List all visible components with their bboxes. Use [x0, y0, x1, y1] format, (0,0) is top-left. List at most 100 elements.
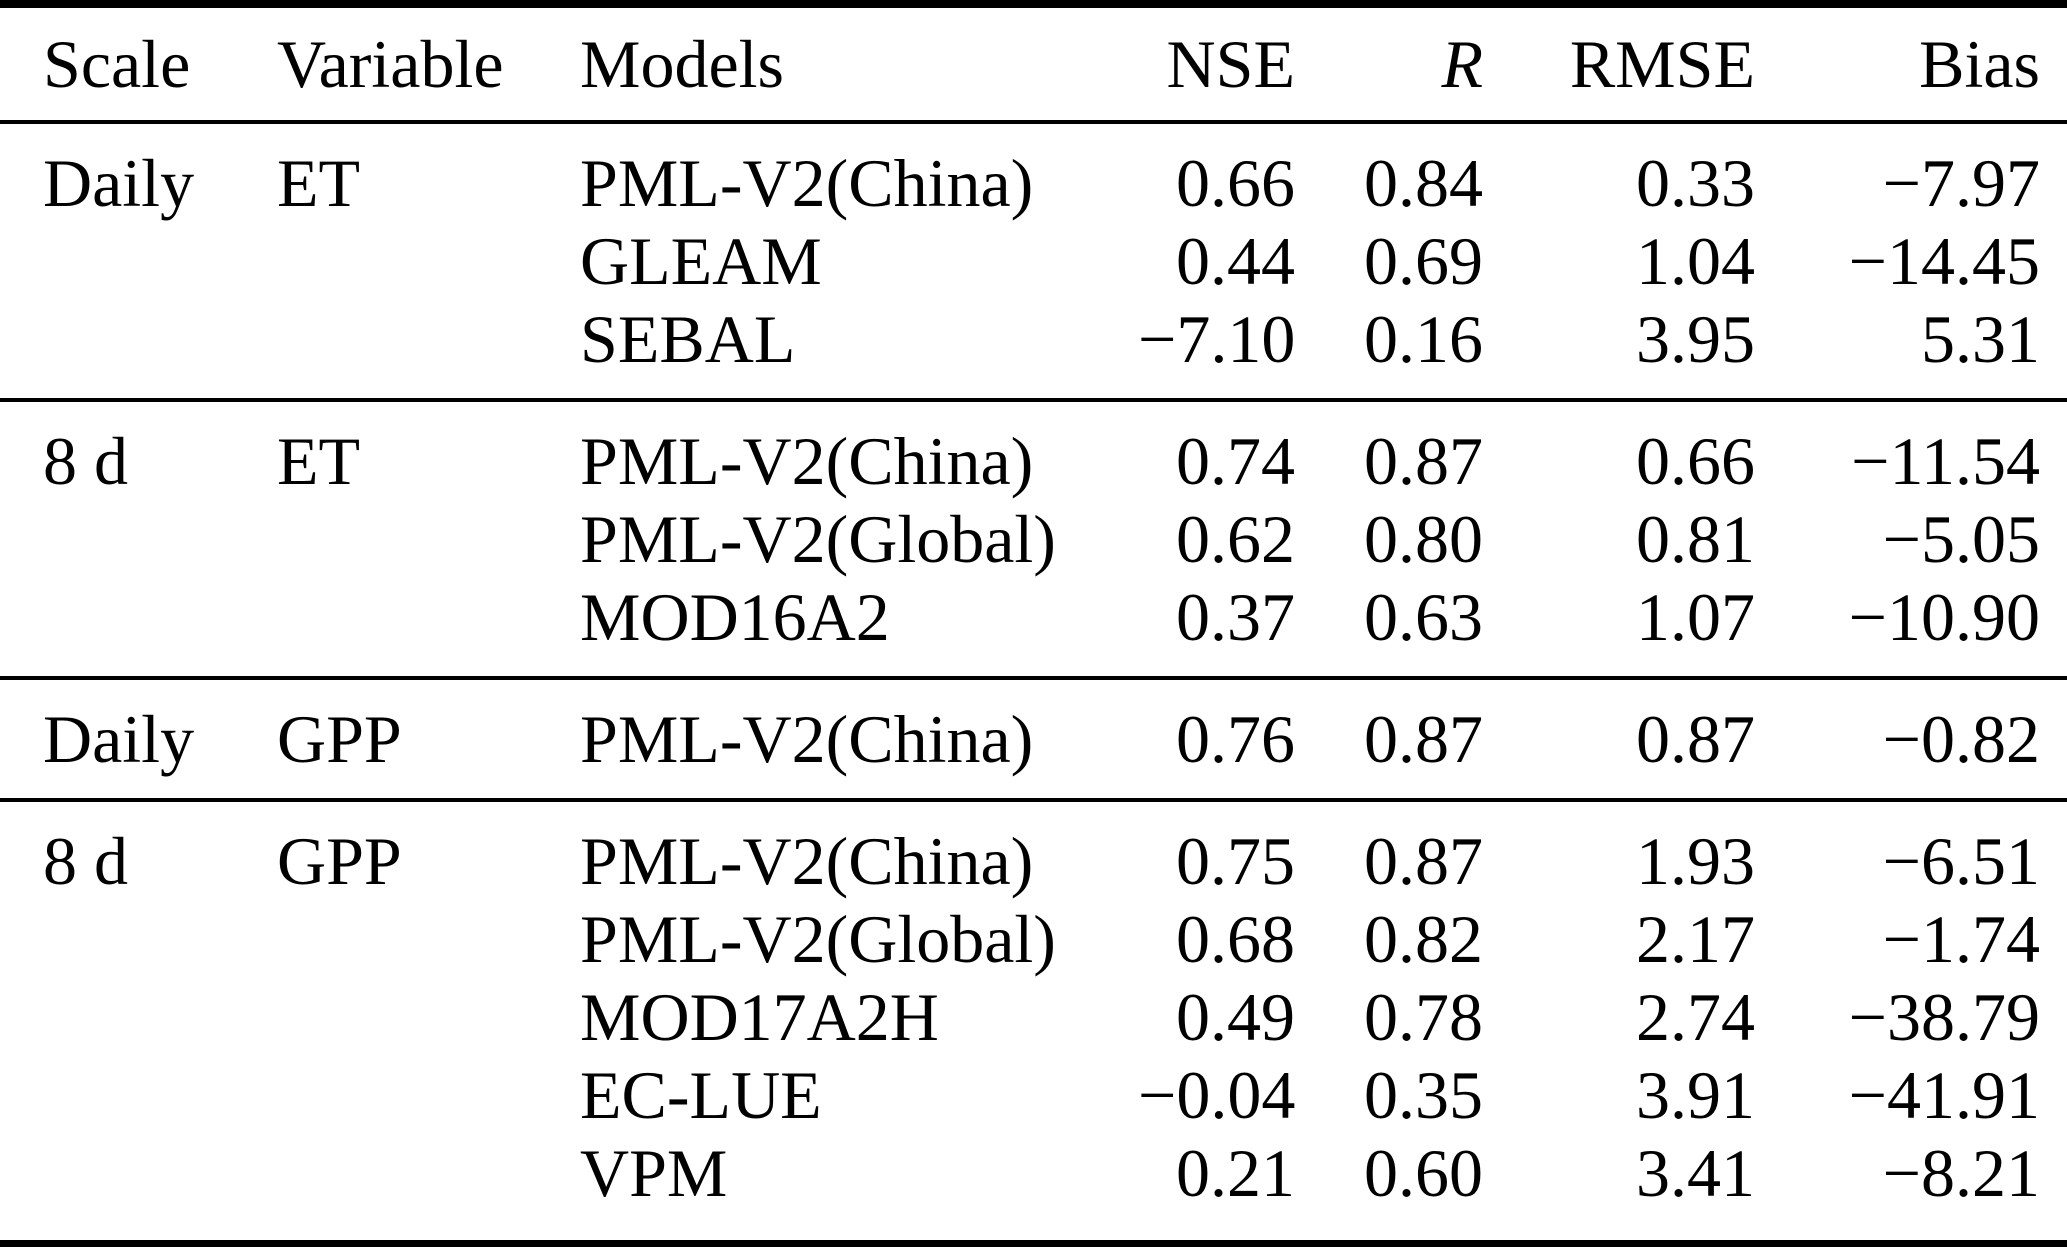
cell-r: 0.87 [1364, 701, 1483, 777]
cell-bias: −11.54 [1851, 423, 2040, 499]
cell-nse: 0.44 [1176, 223, 1295, 299]
cell-bias: −38.79 [1848, 979, 2040, 1055]
table-row: SEBAL −7.10 0.16 3.95 5.31 [0, 300, 2067, 378]
table-bottom-rule [0, 1240, 2067, 1247]
table-top-rule [0, 0, 2067, 8]
cell-nse: −0.04 [1138, 1057, 1296, 1133]
table-group-daily-gpp: Daily GPP PML-V2(China) 0.76 0.87 0.87 −… [0, 680, 2067, 798]
cell-rmse: 0.87 [1636, 701, 1755, 777]
cell-r: 0.78 [1364, 979, 1483, 1055]
cell-r: 0.63 [1364, 579, 1483, 655]
cell-variable-spacer [277, 500, 580, 578]
cell-model: PML-V2(Global) [580, 901, 1056, 977]
cell-bias: −6.51 [1882, 823, 2040, 899]
cell-nse: 0.68 [1176, 901, 1295, 977]
cell-rmse: 1.04 [1636, 223, 1755, 299]
cell-scale-spacer [43, 978, 277, 1056]
cell-rmse: 2.17 [1636, 901, 1755, 977]
col-header-bias: Bias [1919, 26, 2040, 102]
cell-variable-spacer [277, 222, 580, 300]
cell-rmse: 3.41 [1636, 1135, 1755, 1211]
table-header-row: Scale Variable Models NSE R RMSE Bias [0, 8, 2067, 120]
table-row: VPM 0.21 0.60 3.41 −8.21 [0, 1134, 2067, 1212]
cell-variable-spacer [277, 978, 580, 1056]
table-row: 8 d ET PML-V2(China) 0.74 0.87 0.66 −11.… [0, 422, 2067, 500]
cell-r: 0.82 [1364, 901, 1483, 977]
col-header-models: Models [580, 26, 784, 102]
cell-bias: −5.05 [1882, 501, 2040, 577]
table-row: GLEAM 0.44 0.69 1.04 −14.45 [0, 222, 2067, 300]
cell-variable-spacer [277, 900, 580, 978]
cell-bias: −1.74 [1882, 901, 2040, 977]
cell-scale: Daily [43, 145, 195, 221]
cell-model: SEBAL [580, 301, 796, 377]
table-row: EC-LUE −0.04 0.35 3.91 −41.91 [0, 1056, 2067, 1134]
group-separator-rule [0, 676, 2067, 680]
col-header-scale: Scale [43, 26, 191, 102]
cell-variable: GPP [277, 823, 402, 899]
table-row: MOD17A2H 0.49 0.78 2.74 −38.79 [0, 978, 2067, 1056]
cell-nse: −7.10 [1138, 301, 1296, 377]
cell-scale: 8 d [43, 823, 128, 899]
cell-r: 0.80 [1364, 501, 1483, 577]
cell-model: PML-V2(China) [580, 423, 1034, 499]
cell-r: 0.16 [1364, 301, 1483, 377]
cell-bias: −14.45 [1848, 223, 2040, 299]
cell-model: MOD17A2H [580, 979, 939, 1055]
cell-scale-spacer [43, 578, 277, 656]
cell-rmse: 1.07 [1636, 579, 1755, 655]
cell-variable-spacer [277, 578, 580, 656]
cell-bias: −8.21 [1882, 1135, 2040, 1211]
cell-rmse: 0.66 [1636, 423, 1755, 499]
cell-nse: 0.21 [1176, 1135, 1295, 1211]
cell-bias: 5.31 [1921, 301, 2040, 377]
table-row: PML-V2(Global) 0.68 0.82 2.17 −1.74 [0, 900, 2067, 978]
group-separator-rule [0, 798, 2067, 802]
cell-model: PML-V2(Global) [580, 501, 1056, 577]
col-header-rmse: RMSE [1569, 26, 1755, 102]
cell-scale-spacer [43, 1056, 277, 1134]
cell-r: 0.60 [1364, 1135, 1483, 1211]
cell-bias: −0.82 [1882, 701, 2040, 777]
table-row: MOD16A2 0.37 0.63 1.07 −10.90 [0, 578, 2067, 656]
cell-rmse: 3.91 [1636, 1057, 1755, 1133]
table-group-daily-et: Daily ET PML-V2(China) 0.66 0.84 0.33 −7… [0, 124, 2067, 398]
cell-rmse: 0.33 [1636, 145, 1755, 221]
cell-scale-spacer [43, 300, 277, 378]
cell-scale-spacer [43, 900, 277, 978]
cell-variable-spacer [277, 300, 580, 378]
cell-bias: −7.97 [1882, 145, 2040, 221]
table-row: Daily GPP PML-V2(China) 0.76 0.87 0.87 −… [0, 700, 2067, 778]
cell-rmse: 0.81 [1636, 501, 1755, 577]
cell-r: 0.35 [1364, 1057, 1483, 1133]
cell-scale-spacer [43, 1134, 277, 1212]
cell-nse: 0.74 [1176, 423, 1295, 499]
col-header-variable: Variable [277, 26, 504, 102]
cell-model: GLEAM [580, 223, 822, 299]
cell-variable: ET [277, 423, 361, 499]
cell-rmse: 2.74 [1636, 979, 1755, 1055]
cell-nse: 0.75 [1176, 823, 1295, 899]
table-row: 8 d GPP PML-V2(China) 0.75 0.87 1.93 −6.… [0, 822, 2067, 900]
cell-nse: 0.49 [1176, 979, 1295, 1055]
cell-model: VPM [580, 1135, 728, 1211]
cell-scale: Daily [43, 701, 195, 777]
cell-variable-spacer [277, 1134, 580, 1212]
cell-model: PML-V2(China) [580, 701, 1034, 777]
cell-model: EC-LUE [580, 1057, 822, 1133]
cell-variable: ET [277, 145, 361, 221]
cell-variable: GPP [277, 701, 402, 777]
cell-r: 0.69 [1364, 223, 1483, 299]
cell-r: 0.87 [1364, 823, 1483, 899]
group-separator-rule [0, 398, 2067, 402]
cell-nse: 0.66 [1176, 145, 1295, 221]
cell-rmse: 1.93 [1636, 823, 1755, 899]
table-row: Daily ET PML-V2(China) 0.66 0.84 0.33 −7… [0, 144, 2067, 222]
cell-r: 0.87 [1364, 423, 1483, 499]
cell-variable-spacer [277, 1056, 580, 1134]
table-group-8d-gpp: 8 d GPP PML-V2(China) 0.75 0.87 1.93 −6.… [0, 802, 2067, 1232]
cell-r: 0.84 [1364, 145, 1483, 221]
cell-scale-spacer [43, 222, 277, 300]
cell-model: PML-V2(China) [580, 823, 1034, 899]
